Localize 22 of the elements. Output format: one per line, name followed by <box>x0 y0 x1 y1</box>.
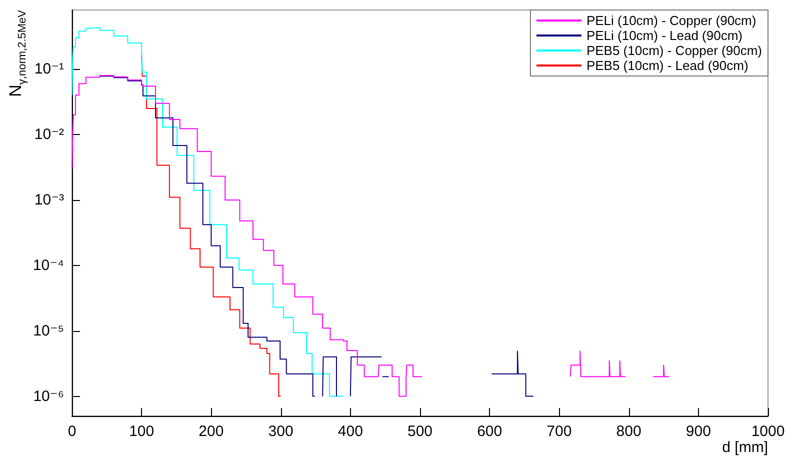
legend-label: PEB5 (10cm) - Lead (90cm) <box>586 58 748 73</box>
x-tick-label: 500 <box>407 423 433 440</box>
legend-label: PELi (10cm) - Copper (90cm) <box>586 13 756 28</box>
x-tick-label: 700 <box>546 423 572 440</box>
x-tick-label: 100 <box>129 423 154 440</box>
legend-label: PEB5 (10cm) - Copper (90cm) <box>586 43 762 58</box>
x-axis-title: d [mm] <box>722 439 768 456</box>
x-tick-label: 600 <box>477 423 502 440</box>
x-tick-label: 400 <box>338 423 363 440</box>
x-tick-label: 900 <box>686 423 711 440</box>
y-tick-label: 10⁻⁵ <box>33 322 64 340</box>
legend-label: PELi (10cm) - Lead (90cm) <box>586 28 743 43</box>
x-tick-label: 300 <box>268 423 294 440</box>
y-tick-label: 10⁻⁴ <box>32 256 64 274</box>
y-tick-label: 10⁻² <box>34 126 64 144</box>
y-tick-label: 10⁻¹ <box>34 60 64 78</box>
x-tick-label: 0 <box>68 423 76 440</box>
x-tick-label: 800 <box>616 423 642 440</box>
y-tick-label: 10⁻³ <box>34 191 64 208</box>
x-tick-label: 200 <box>198 423 224 440</box>
y-tick-label: 10⁻⁶ <box>33 388 64 405</box>
x-tick-label: 1000 <box>751 423 785 440</box>
